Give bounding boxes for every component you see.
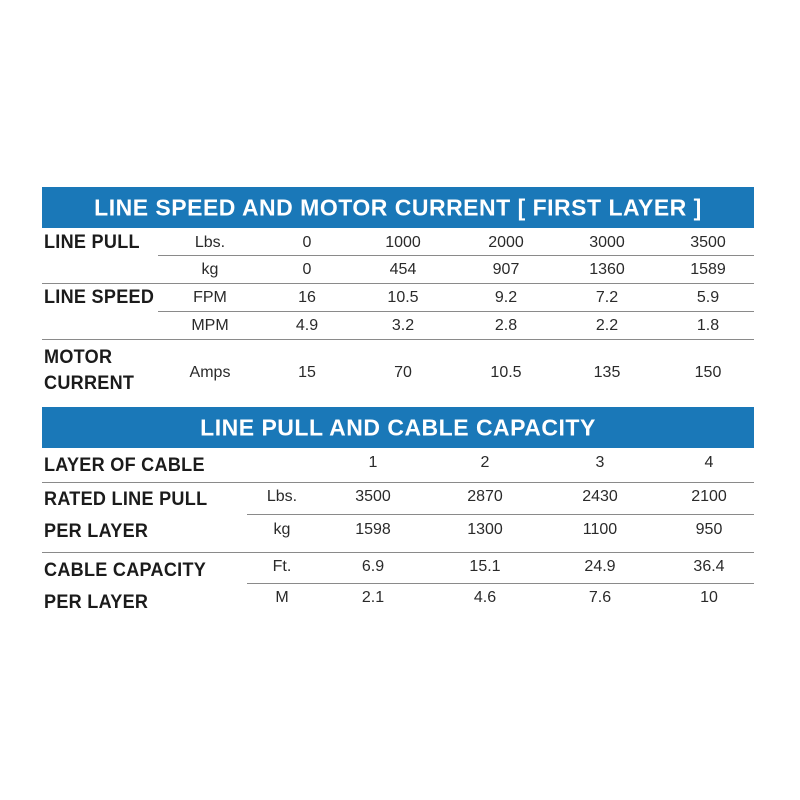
value-cell: 2100 bbox=[691, 488, 727, 505]
unit-cell: FPM bbox=[193, 289, 227, 306]
value-cell: 4.6 bbox=[473, 589, 497, 606]
value-cell: 3500 bbox=[355, 488, 391, 505]
row-label: LINE SPEED bbox=[44, 287, 155, 308]
value-cell: 5.9 bbox=[696, 289, 720, 306]
value-cell: 2.2 bbox=[595, 317, 619, 334]
row-label: LAYER OF CABLE bbox=[44, 455, 205, 476]
value-cell: 3 bbox=[595, 454, 605, 471]
unit-cell: kg bbox=[201, 261, 219, 278]
table2-header: LINE PULL AND CABLE CAPACITY bbox=[42, 407, 754, 448]
unit-cell: Lbs. bbox=[194, 234, 226, 251]
row-label: CURRENT bbox=[44, 373, 135, 394]
row-label: RATED LINE PULL bbox=[44, 489, 208, 510]
value-cell: 15.1 bbox=[469, 558, 501, 575]
value-cell: 36.4 bbox=[693, 558, 725, 575]
row-divider bbox=[247, 583, 754, 584]
value-cell: 2.1 bbox=[361, 589, 385, 606]
unit-cell: MPM bbox=[191, 317, 229, 334]
value-cell: 70 bbox=[394, 364, 412, 381]
value-cell: 24.9 bbox=[584, 558, 616, 575]
value-cell: 2870 bbox=[467, 488, 503, 505]
row-divider bbox=[42, 283, 754, 284]
value-cell: 10.5 bbox=[490, 364, 522, 381]
row-divider bbox=[42, 339, 754, 340]
value-cell: 15 bbox=[298, 364, 316, 381]
value-cell: 950 bbox=[695, 521, 723, 538]
value-cell: 10.5 bbox=[387, 289, 419, 306]
unit-cell: kg bbox=[273, 521, 291, 538]
value-cell: 2.8 bbox=[494, 317, 518, 334]
value-cell: 0 bbox=[302, 261, 312, 278]
row-divider bbox=[158, 311, 754, 312]
row-label: PER LAYER bbox=[44, 592, 149, 613]
value-cell: 2000 bbox=[488, 234, 524, 251]
row-label: MOTOR bbox=[44, 347, 113, 368]
value-cell: 1 bbox=[368, 454, 378, 471]
unit-cell: M bbox=[275, 589, 289, 606]
unit-cell: Amps bbox=[189, 364, 231, 381]
value-cell: 7.6 bbox=[588, 589, 612, 606]
unit-cell: Lbs. bbox=[266, 488, 298, 505]
value-cell: 1598 bbox=[355, 521, 391, 538]
value-cell: 1000 bbox=[385, 234, 421, 251]
value-cell: 3.2 bbox=[391, 317, 415, 334]
row-divider bbox=[42, 482, 754, 483]
row-divider bbox=[247, 514, 754, 515]
value-cell: 4.9 bbox=[295, 317, 319, 334]
row-label: LINE PULL bbox=[44, 232, 140, 253]
value-cell: 135 bbox=[593, 364, 621, 381]
value-cell: 907 bbox=[492, 261, 520, 278]
value-cell: 3000 bbox=[589, 234, 625, 251]
value-cell: 9.2 bbox=[494, 289, 518, 306]
value-cell: 10 bbox=[700, 589, 718, 606]
row-divider bbox=[158, 255, 754, 256]
value-cell: 4 bbox=[704, 454, 714, 471]
value-cell: 1360 bbox=[589, 261, 625, 278]
row-label: PER LAYER bbox=[44, 521, 149, 542]
value-cell: 16 bbox=[298, 289, 316, 306]
table1-header: LINE SPEED AND MOTOR CURRENT [ FIRST LAY… bbox=[42, 187, 754, 228]
value-cell: 1300 bbox=[467, 521, 503, 538]
row-divider bbox=[42, 552, 754, 553]
unit-cell: Ft. bbox=[272, 558, 292, 575]
value-cell: 6.9 bbox=[361, 558, 385, 575]
value-cell: 1589 bbox=[690, 261, 726, 278]
value-cell: 0 bbox=[302, 234, 312, 251]
value-cell: 454 bbox=[389, 261, 417, 278]
value-cell: 2430 bbox=[582, 488, 618, 505]
value-cell: 2 bbox=[480, 454, 490, 471]
row-label: CABLE CAPACITY bbox=[44, 560, 207, 581]
table1-title: LINE SPEED AND MOTOR CURRENT [ FIRST LAY… bbox=[94, 194, 702, 220]
value-cell: 3500 bbox=[690, 234, 726, 251]
value-cell: 1.8 bbox=[696, 317, 720, 334]
value-cell: 7.2 bbox=[595, 289, 619, 306]
value-cell: 1100 bbox=[582, 521, 618, 538]
value-cell: 150 bbox=[694, 364, 722, 381]
table2-title: LINE PULL AND CABLE CAPACITY bbox=[200, 414, 596, 440]
